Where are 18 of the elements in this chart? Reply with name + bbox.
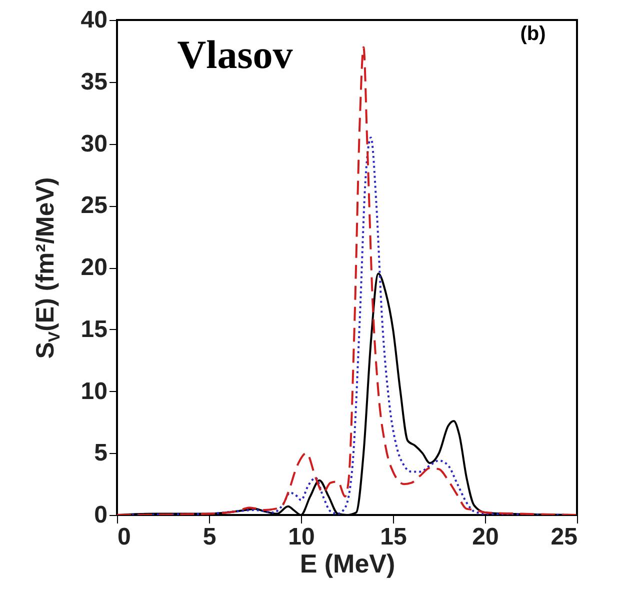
x-tick-label: 5 — [202, 524, 216, 550]
y-tick-label: 15 — [80, 316, 108, 343]
y-tick-label: 10 — [80, 378, 108, 405]
annotation: (b) — [520, 23, 546, 45]
y-tick-label: 30 — [80, 130, 108, 158]
x-tick-label: 0 — [118, 524, 131, 550]
y-tick-label: 25 — [80, 192, 108, 220]
x-tick-label: 25 — [550, 524, 578, 550]
y-tick-label: 5 — [94, 440, 108, 467]
annotation: Vlasov — [177, 32, 293, 77]
y-tick-label: 0 — [94, 502, 108, 528]
y-tick-label: 40 — [80, 6, 108, 34]
x-tick-label: 15 — [380, 524, 407, 550]
x-tick-label: 20 — [472, 524, 499, 550]
x-tick-label: 10 — [288, 524, 315, 550]
y-tick-label: 35 — [80, 68, 108, 96]
x-axis-title: E (MeV) — [300, 548, 396, 578]
y-tick-label: 20 — [80, 254, 108, 281]
